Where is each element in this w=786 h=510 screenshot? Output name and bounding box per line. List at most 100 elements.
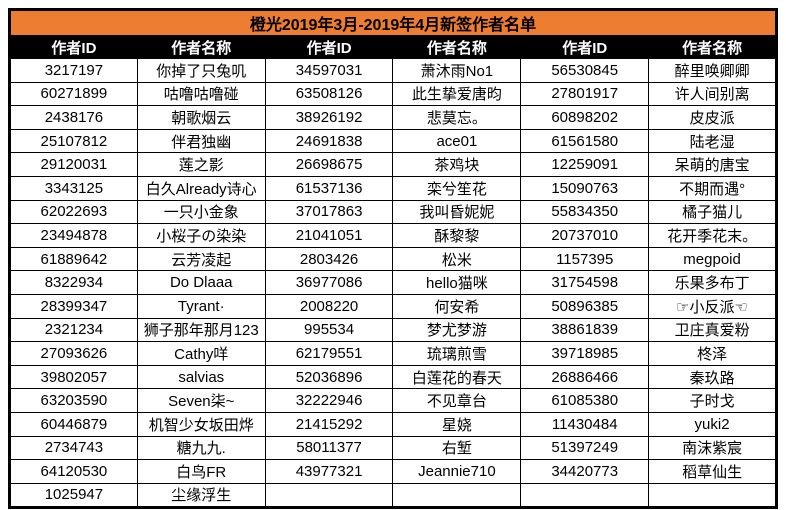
author-name-cell: 陆老湿 <box>648 128 777 154</box>
author-name-cell: 稻草仙生 <box>648 459 777 484</box>
author-id-cell: 60446879 <box>9 411 138 437</box>
table-row: 3343125 白久Already诗心 61537136 栾兮笙花 15090763 不期… <box>9 175 777 201</box>
author-name-cell: 一只小金象 <box>136 199 266 225</box>
author-id-cell: 61085380 <box>520 388 650 413</box>
author-id-cell: 31754598 <box>520 270 650 295</box>
author-id-cell: 39718985 <box>520 341 650 366</box>
author-name-cell: 不期而遇° <box>648 175 777 201</box>
author-name-cell: yuki2 <box>648 411 777 437</box>
author-name-header: 作者名称 <box>136 35 266 59</box>
author-name-cell: salvias <box>136 364 266 390</box>
author-name-cell: 酥黎黎 <box>392 223 522 248</box>
author-name-cell: 我叫昏妮妮 <box>392 199 522 225</box>
author-id-cell: 56530845 <box>520 58 650 83</box>
author-name-cell: 茶鸡块 <box>392 152 522 177</box>
title-row: 橙光2019年3月-2019年4月新签作者名单 <box>9 9 777 36</box>
author-id-cell: 55834350 <box>520 199 650 225</box>
author-id-cell: 8322934 <box>9 270 138 295</box>
author-name-cell: 梦尤梦游 <box>392 317 522 343</box>
author-name-cell: megpoid <box>648 246 777 272</box>
author-name-cell: Jeannie710 <box>392 459 522 484</box>
author-id-cell: 63508126 <box>264 81 394 107</box>
author-name-cell: 琉璃煎雪 <box>392 341 522 366</box>
author-name-cell: 花开季花末。 <box>648 223 777 248</box>
author-id-cell: 2734743 <box>9 435 138 461</box>
author-name-cell: 何安希 <box>392 293 522 319</box>
author-id-cell: 38861839 <box>520 317 650 343</box>
author-id-cell: 64120530 <box>9 459 138 484</box>
author-roster-table: 橙光2019年3月-2019年4月新签作者名单 作者ID 作者名称 作者ID 作者名称… <box>8 8 778 510</box>
table-title: 橙光2019年3月-2019年4月新签作者名单 <box>9 9 777 36</box>
table-row: 39802057 salvias 52036896 白莲花的春天 26886466 秦玖路 <box>9 364 777 390</box>
table-row: 61889642 云芳凌起 2803426 松米 1157395 megpoid <box>9 246 777 272</box>
author-name-cell: ace01 <box>392 128 522 154</box>
author-name-cell: 白莲花的春天 <box>392 364 522 390</box>
author-id-cell: 50896385 <box>520 293 650 319</box>
author-id-cell: 2438176 <box>9 105 138 130</box>
author-id-header: 作者ID <box>520 35 650 59</box>
author-name-cell: 此生挚爱唐昀 <box>392 81 522 107</box>
author-name-cell: 白鸟FR <box>136 459 266 484</box>
author-name-cell: 云芳凌起 <box>136 246 266 272</box>
author-name-cell: 伴君独幽 <box>136 128 266 154</box>
author-id-cell: 61889642 <box>9 246 138 272</box>
author-id-cell: 52036896 <box>264 364 394 390</box>
author-name-cell: 乐果多布丁 <box>648 270 777 295</box>
table-row: 27093626 Cathy咩 62179551 琉璃煎雪 39718985 柊泽 <box>9 341 777 366</box>
author-id-cell: 2803426 <box>264 246 394 272</box>
author-id-cell: 43977321 <box>264 459 394 484</box>
table-row: 23494878 小桜子の染染 21041051 酥黎黎 20737010 花开季花末。 <box>9 223 777 248</box>
author-id-cell: 29120031 <box>9 152 138 177</box>
author-id-cell: 1157395 <box>520 246 650 272</box>
author-id-cell: 26886466 <box>520 364 650 390</box>
table-row: 8322934 Do Dlaaa 36977086 hello猫咪 31754598 乐果… <box>9 270 777 295</box>
author-name-cell: Do Dlaaa <box>136 270 266 295</box>
author-name-cell: 莲之影 <box>136 152 266 177</box>
author-name-cell <box>648 482 777 509</box>
table-row: 62022693 一只小金象 37017863 我叫昏妮妮 55834350 橘子猫儿 <box>9 199 777 225</box>
table-row: 25107812 伴君独幽 24691838 ace01 61561580 陆老湿 <box>9 128 777 154</box>
table-row: 64120530 白鸟FR 43977321 Jeannie710 34420773 稻草… <box>9 459 777 484</box>
author-name-cell: 橘子猫儿 <box>648 199 777 225</box>
author-name-header: 作者名称 <box>648 35 777 59</box>
table-row: 28399347 Tyrant· 2008220 何安希 50896385 ☞小反派☜ <box>9 293 777 319</box>
author-name-cell: 萧沐雨No1 <box>392 58 522 83</box>
author-name-cell: 小桜子の染染 <box>136 223 266 248</box>
author-id-cell: 2321234 <box>9 317 138 343</box>
author-id-cell: 3343125 <box>9 175 138 201</box>
author-id-cell: 62022693 <box>9 199 138 225</box>
table-row: 2321234 狮子那年那月123 995534 梦尤梦游 38861839 卫庄真爱粉 <box>9 317 777 343</box>
author-name-cell: 秦玖路 <box>648 364 777 390</box>
author-name-cell: 朝歌烟云 <box>136 105 266 130</box>
author-name-cell: 悲莫忘。 <box>392 105 522 130</box>
author-id-cell: 37017863 <box>264 199 394 225</box>
author-name-cell: 右堑 <box>392 435 522 461</box>
author-name-cell: 不见章台 <box>392 388 522 413</box>
author-id-cell: 20737010 <box>520 223 650 248</box>
author-id-cell: 32222946 <box>264 388 394 413</box>
author-id-header: 作者ID <box>264 35 394 59</box>
author-id-cell: 61561580 <box>520 128 650 154</box>
author-id-cell: 26698675 <box>264 152 394 177</box>
author-name-cell: 机智少女坂田烨 <box>136 411 266 437</box>
author-id-cell: 11430484 <box>520 411 650 437</box>
author-id-cell: 39802057 <box>9 364 138 390</box>
author-id-cell: 51397249 <box>520 435 650 461</box>
author-id-cell: 2008220 <box>264 293 394 319</box>
author-id-cell: 38926192 <box>264 105 394 130</box>
table-row: 2438176 朝歌烟云 38926192 悲莫忘。 60898202 皮皮派 <box>9 105 777 130</box>
author-name-cell: 卫庄真爱粉 <box>648 317 777 343</box>
author-id-cell: 24691838 <box>264 128 394 154</box>
table-body: 3217197 你掉了只兔叽 34597031 萧沐雨No1 56530845 醉里唤卿卿… <box>9 58 777 509</box>
author-id-cell: 36977086 <box>264 270 394 295</box>
author-id-cell: 1025947 <box>9 482 138 509</box>
author-id-cell: 28399347 <box>9 293 138 319</box>
table-row: 2734743 糖九九. 58011377 右堑 51397249 南沫紫宸 <box>9 435 777 461</box>
author-id-cell: 21415292 <box>264 411 394 437</box>
author-name-cell: Tyrant· <box>136 293 266 319</box>
author-name-header: 作者名称 <box>392 35 522 59</box>
author-id-header: 作者ID <box>9 35 138 59</box>
author-name-cell: 糖九九. <box>136 435 266 461</box>
author-name-cell: 许人间别离 <box>648 81 777 107</box>
